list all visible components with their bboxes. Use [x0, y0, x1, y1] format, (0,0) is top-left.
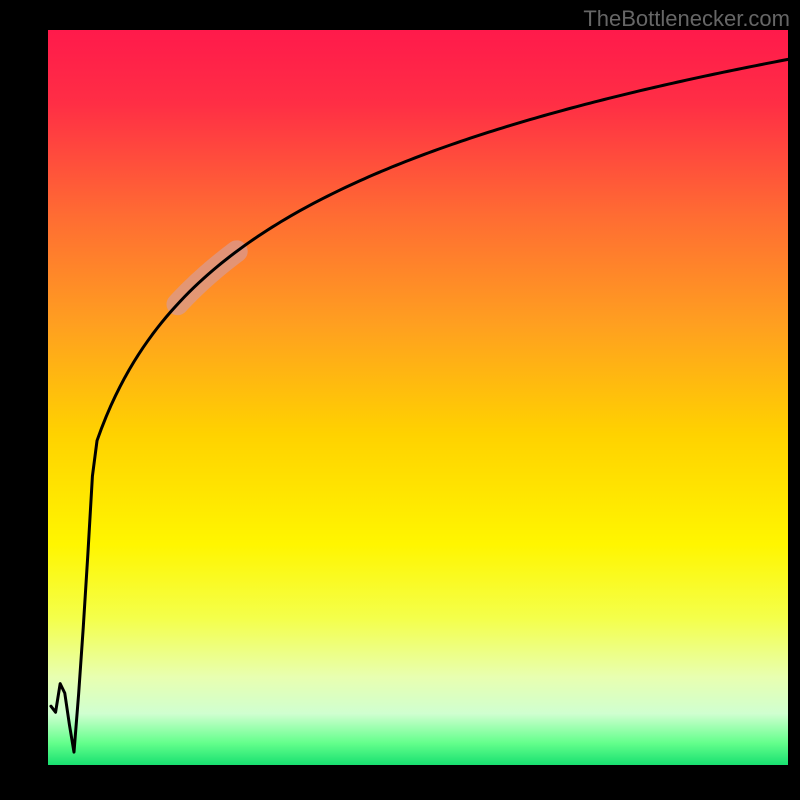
chart-svg — [0, 0, 800, 800]
chart-container: TheBottlenecker.com — [0, 0, 800, 800]
watermark-text: TheBottlenecker.com — [583, 6, 790, 32]
plot-area — [48, 30, 788, 765]
